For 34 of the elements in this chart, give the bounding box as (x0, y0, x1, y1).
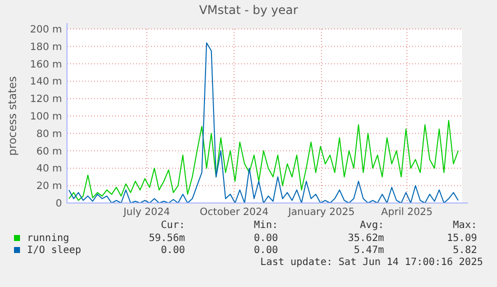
x-tick-label: April 2025 (381, 207, 433, 218)
text: Last update: Sat Jun 14 17:00:16 2025 (260, 257, 483, 268)
text: 35.62m (348, 233, 384, 244)
legend-label: running (27, 233, 70, 244)
y-tick-label: 80 m (36, 128, 62, 140)
text: 5.47m (354, 245, 384, 256)
text: Min: (254, 220, 278, 231)
y-tick-label: 140 m (30, 76, 62, 88)
line-series (68, 120, 459, 201)
x-tick-label: July 2024 (122, 207, 170, 218)
text: 15.09 (446, 233, 477, 244)
line-series (68, 42, 459, 204)
text: 5.82 (452, 245, 477, 256)
text: Cur: (160, 220, 185, 231)
y-tick-label: 120 m (30, 94, 62, 106)
y-axis-title: process states (6, 76, 19, 156)
text: 0.00 (254, 233, 278, 244)
chart-title: VMstat - by year (199, 3, 298, 17)
legend-label: I/O sleep (27, 245, 82, 256)
x-tick-label: January 2025 (287, 207, 355, 218)
y-tick-label: 160 m (30, 59, 62, 70)
y-tick-label: 100 m (30, 112, 62, 122)
y-tick-label: 20 m (36, 181, 62, 192)
text: 59.56m (148, 233, 185, 244)
y-tick-label: 40 m (36, 164, 62, 175)
y-tick-label: 180 m (30, 42, 62, 53)
text: 0.00 (160, 245, 185, 256)
text: 0.00 (254, 245, 278, 256)
x-tick-label: October 2024 (200, 207, 268, 218)
y-tick-label: 0 (56, 198, 62, 210)
text: Max: (452, 220, 477, 231)
text: Avg: (360, 220, 384, 231)
y-tick-label: 60 m (36, 146, 62, 158)
y-tick-label: 200 m (30, 24, 62, 36)
